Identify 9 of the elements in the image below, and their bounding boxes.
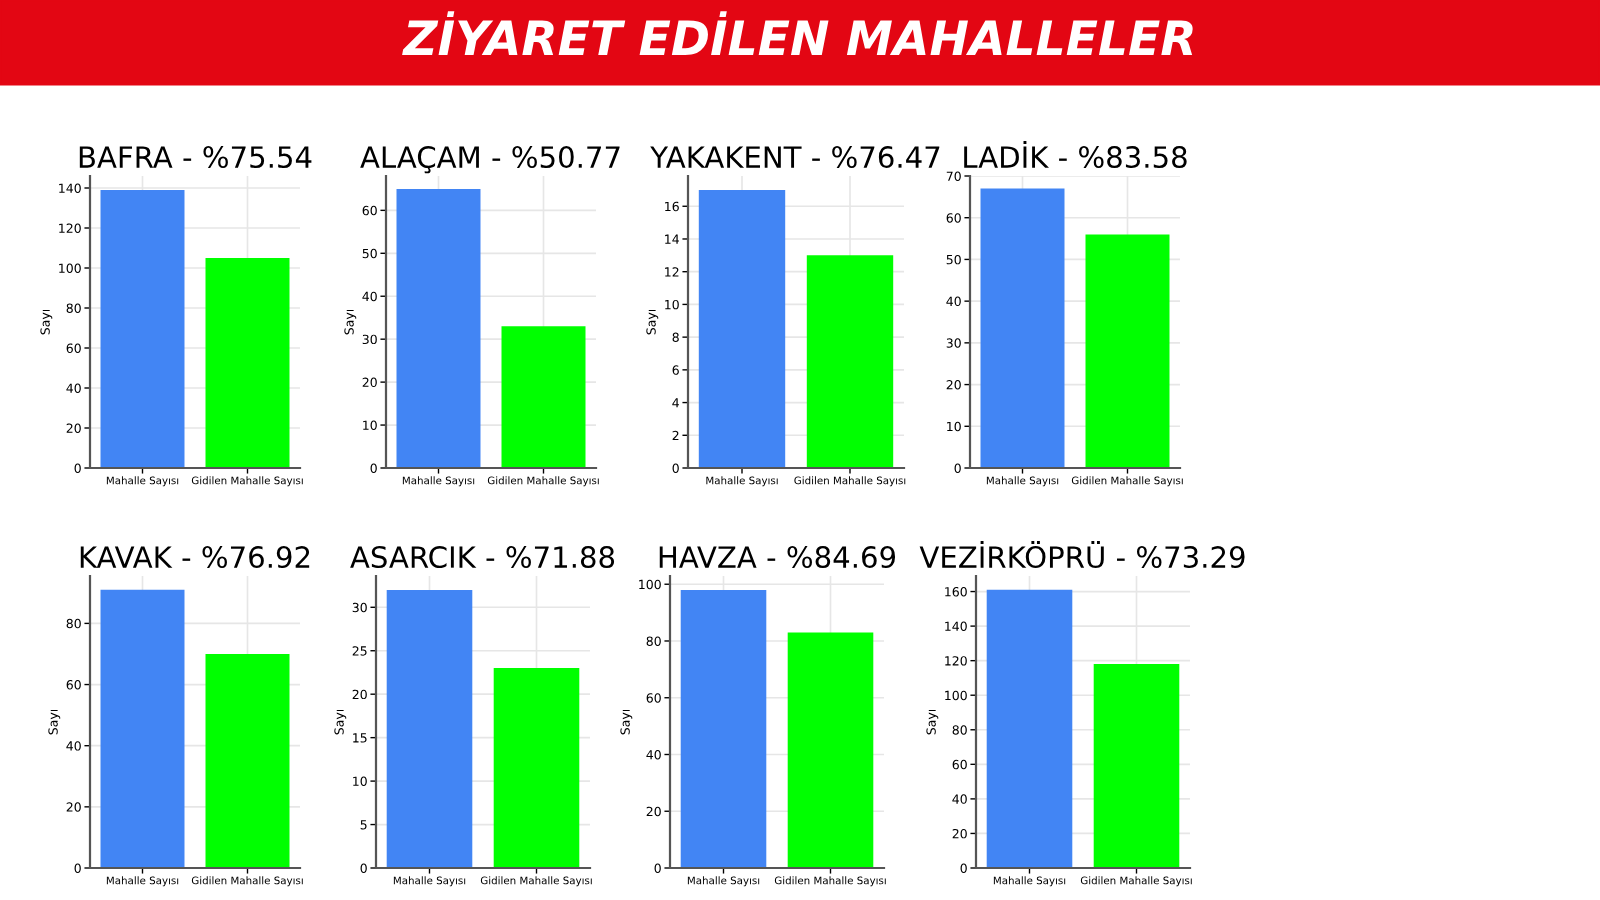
chart-title: BAFRA - %75.54 [79,146,312,169]
chart-title: ALAÇAM - %50.77 [360,146,620,174]
chart-title: LADİK - %83.58 [964,141,1187,169]
chart-title: HAVZA - %84.69 [659,546,896,569]
chart-title: YAKAKENT - %76.47 [650,146,940,169]
chart-title: VEZİRKÖPRÜ - %73.29 [919,541,1245,569]
text: ZİYARET EDİLEN MAHALLELER [402,11,1193,56]
chart-title: KAVAK - %76.92 [80,546,310,569]
chart-title: ASARCIK - %71.88 [350,546,615,569]
